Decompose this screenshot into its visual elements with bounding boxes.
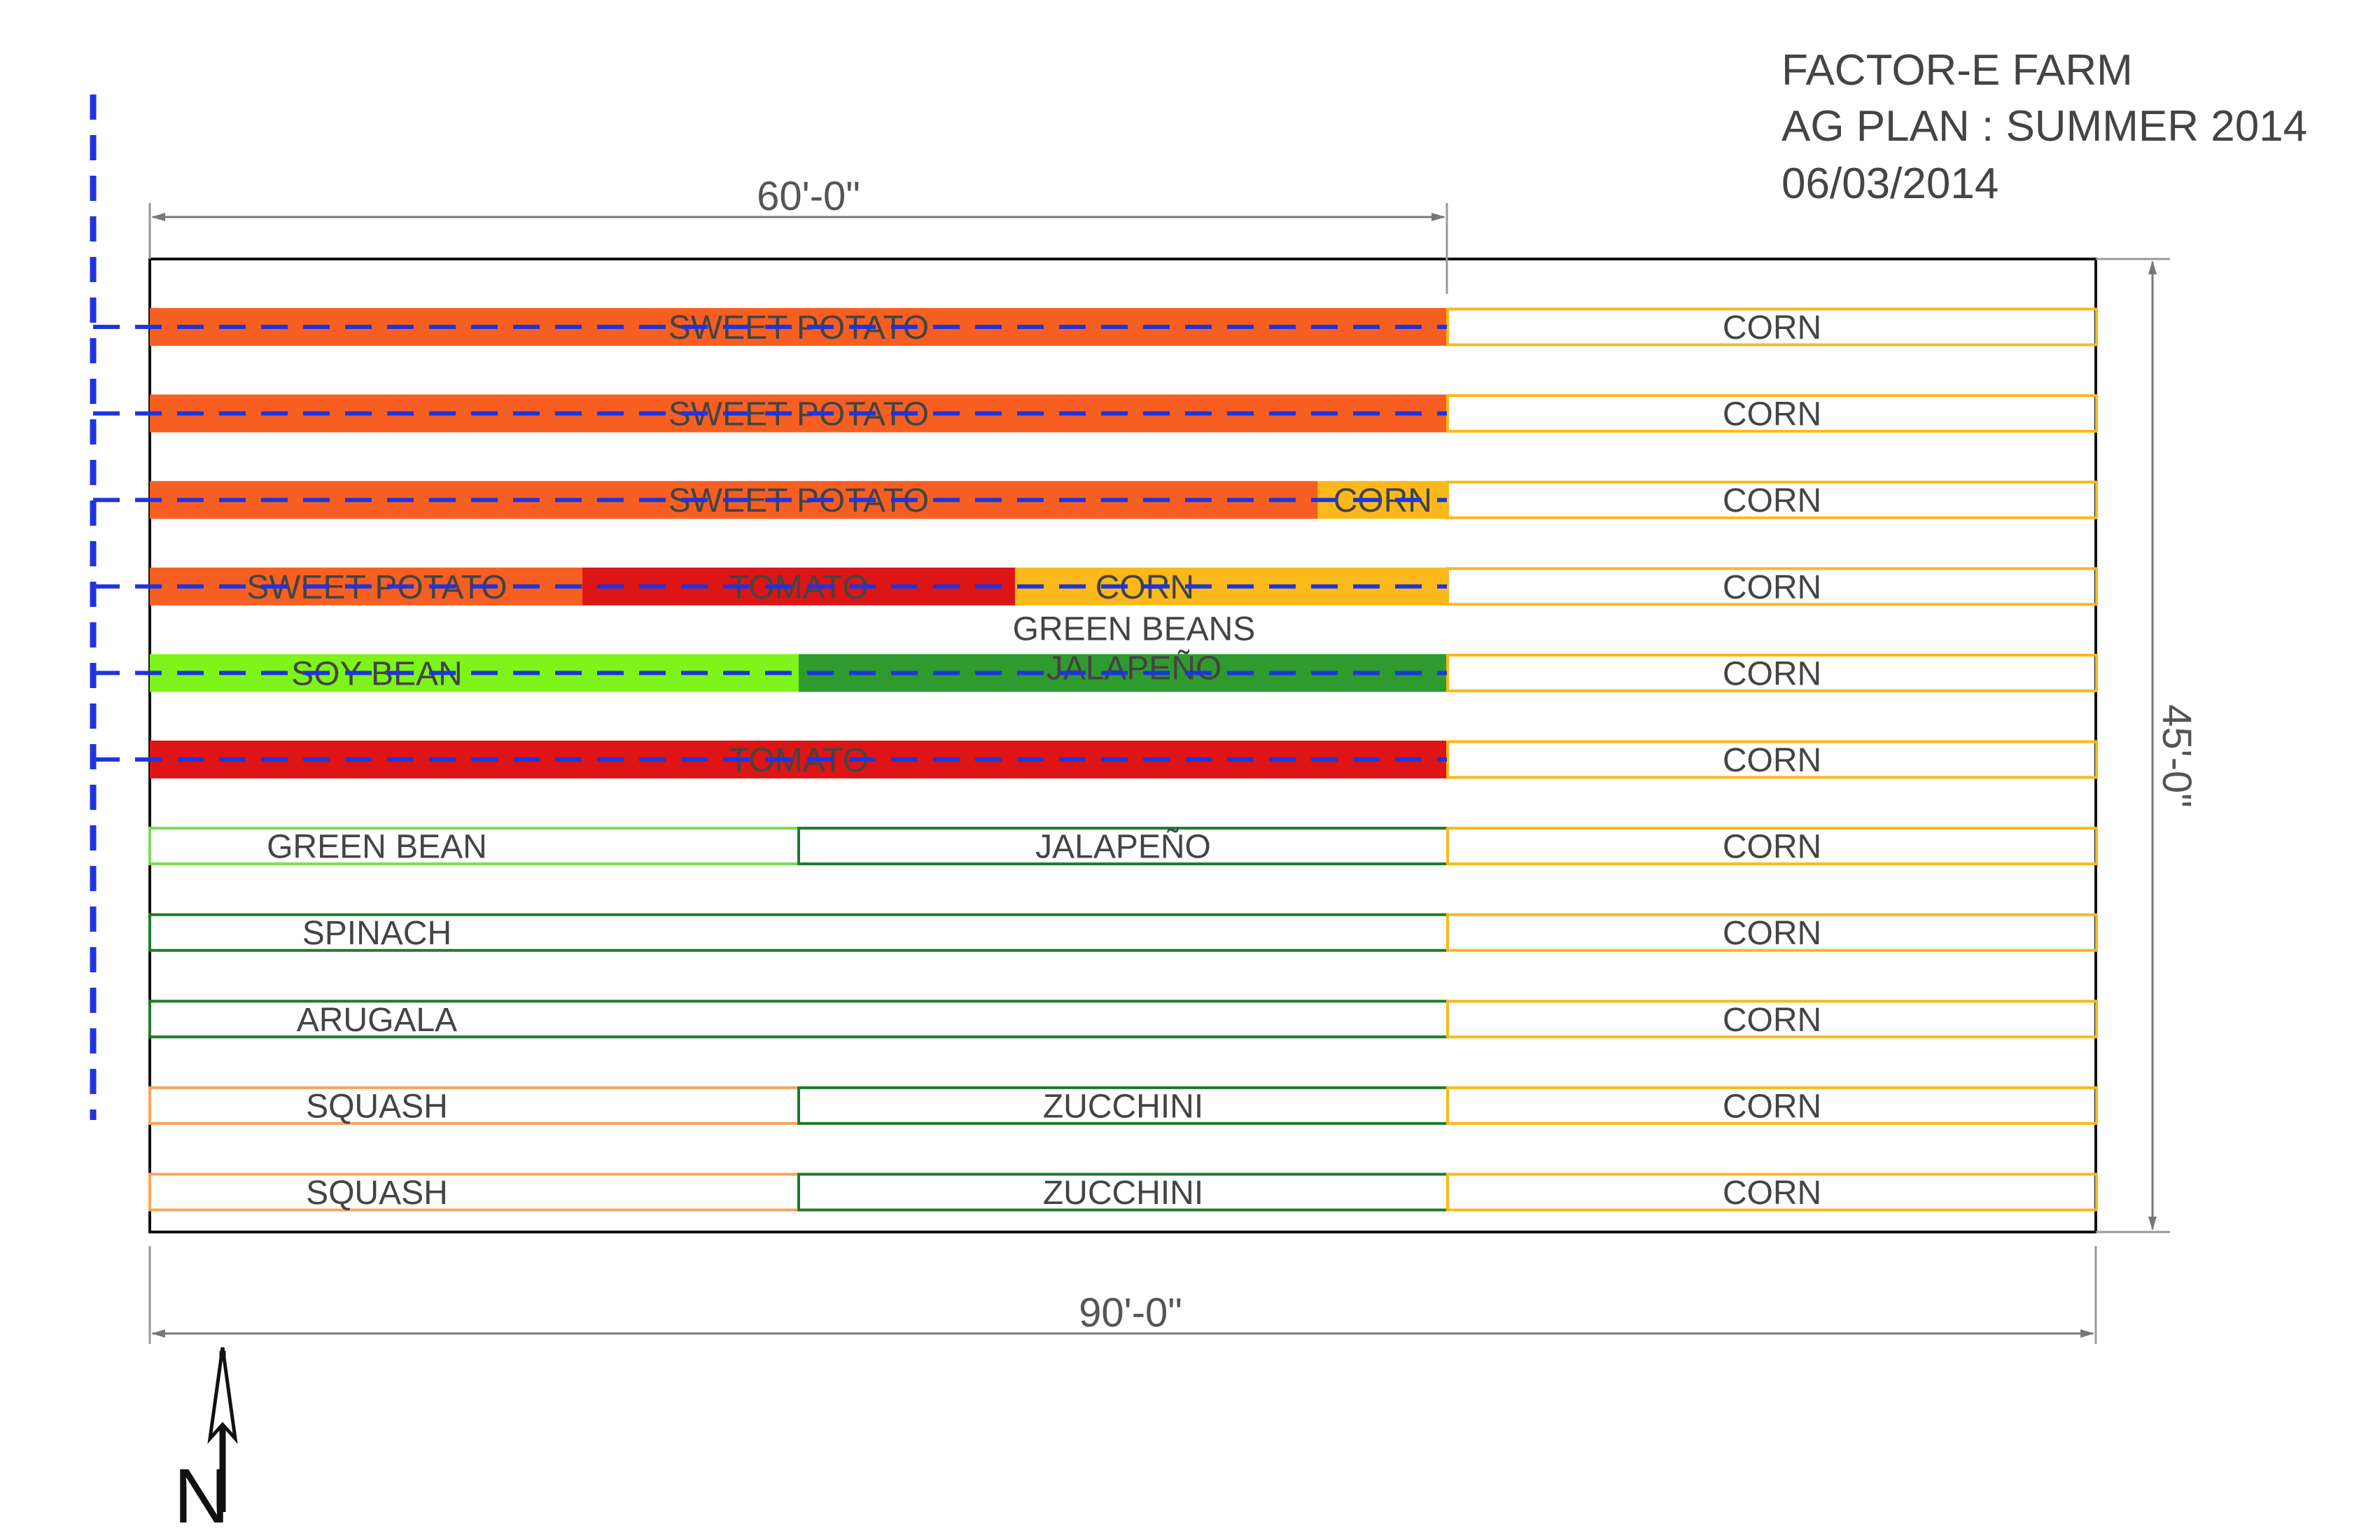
dimension-bottom: 90'-0" — [148, 1246, 2097, 1344]
dimension-top-label: 60'-0" — [757, 174, 860, 219]
bed-label: ARUGALA — [297, 1002, 457, 1039]
bed-row: SQUASH ZUCCHINI CORN — [148, 1086, 2098, 1125]
bed-label: SWEET POTATO — [246, 569, 507, 606]
bed-label: SQUASH — [306, 1088, 448, 1125]
bed-segment — [1446, 1172, 2098, 1212]
title-date: 06/03/2014 — [1782, 160, 1999, 208]
bed-label: CORN — [1723, 1175, 1821, 1212]
bed-row: SPINACH CORN — [148, 913, 2098, 952]
bed-label: CORN — [1723, 655, 1821, 692]
planting-beds: SWEET POTATO CORN SWEET POTATO CORN SWEET PO… — [148, 307, 2098, 1212]
bed-label: GREEN BEANS JALAPEÑO — [1013, 610, 1256, 687]
bed-segment — [1446, 567, 2098, 606]
bed-segment — [1446, 1086, 2098, 1125]
bed-label: CORN — [1723, 309, 1821, 346]
north-arrow-icon: N — [174, 1347, 238, 1539]
bed-label: TOMATO — [729, 569, 869, 606]
bed-label: CORN — [1723, 915, 1821, 952]
bed-label: SWEET POTATO — [668, 309, 930, 346]
bed-label: SWEET POTATO — [668, 396, 930, 433]
bed-label: CORN — [1723, 1002, 1821, 1039]
north-label: N — [174, 1453, 229, 1539]
dimension-top: 60'-0" — [148, 174, 1448, 294]
bed-label: CORN — [1723, 396, 1821, 433]
title-plan: AG PLAN : SUMMER 2014 — [1782, 102, 2308, 150]
bed-label: CORN — [1723, 1088, 1821, 1125]
bed-label: CORN — [1723, 829, 1821, 866]
irrigation-laterals — [93, 325, 1447, 762]
bed-label: JALAPEÑO — [1035, 828, 1211, 866]
bed-segment — [1446, 394, 2098, 433]
bed-segment — [1446, 740, 2098, 779]
bed-segment — [1446, 827, 2098, 866]
bed-label: TOMATO — [729, 742, 869, 779]
bed-label: CORN — [1723, 742, 1821, 779]
title-farm: FACTOR-E FARM — [1782, 46, 2133, 94]
bed-segment — [1446, 307, 2098, 346]
bed-label: GREEN BEAN — [267, 829, 487, 866]
bed-segment — [1446, 480, 2098, 519]
dimension-bottom-label: 90'-0" — [1079, 1290, 1182, 1336]
bed-label: ZUCCHINI — [1043, 1175, 1203, 1212]
bed-row: ARUGALA CORN — [148, 1000, 2098, 1039]
bed-label: CORN — [1723, 569, 1821, 606]
bed-row: SQUASH ZUCCHINI CORN — [148, 1172, 2098, 1212]
bed-label: CORN — [1723, 482, 1821, 519]
dimension-right: 45'-0" — [2096, 258, 2199, 1233]
bed-segment — [1446, 1000, 2098, 1039]
dimension-right-label: 45'-0" — [2154, 704, 2199, 808]
bed-row: SWEET POTATO TOMATO CORN CORN — [150, 567, 2098, 606]
bed-segment — [1446, 653, 2098, 692]
bed-label: SQUASH — [306, 1175, 448, 1212]
bed-label: SWEET POTATO — [668, 482, 930, 519]
bed-label: SPINACH — [302, 915, 451, 952]
bed-segment — [1446, 913, 2098, 952]
bed-row: GREEN BEAN JALAPEÑO CORN — [148, 827, 2098, 866]
bed-label: ZUCCHINI — [1043, 1088, 1203, 1125]
bed-segment — [148, 1172, 800, 1212]
bed-segment — [148, 1086, 800, 1125]
bed-segment — [1317, 481, 1448, 519]
